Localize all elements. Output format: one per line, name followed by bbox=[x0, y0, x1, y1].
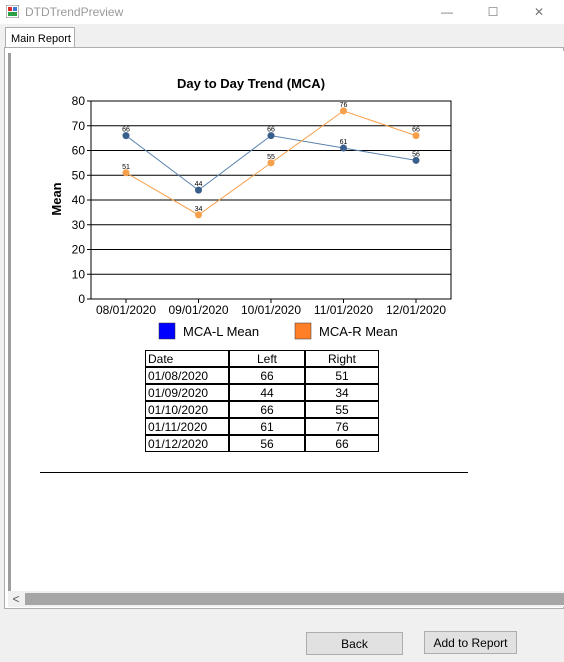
data-point bbox=[412, 156, 420, 164]
table-cell-right: 66 bbox=[305, 435, 379, 452]
legend-label: MCA-L Mean bbox=[183, 324, 259, 339]
data-label: 55 bbox=[267, 154, 275, 161]
close-icon: ✕ bbox=[533, 5, 545, 19]
legend: MCA-L Mean MCA-R Mean bbox=[158, 322, 398, 340]
data-point bbox=[122, 169, 130, 177]
table-cell-date: 01/08/2020 bbox=[145, 367, 229, 384]
minimize-icon: — bbox=[441, 5, 453, 19]
scrollbar-thumb[interactable] bbox=[25, 593, 564, 605]
y-tick-label: 10 bbox=[72, 267, 86, 281]
data-table: Date Left Right 01/08/2020 66 51 01/09/2… bbox=[145, 350, 379, 452]
close-button[interactable]: ✕ bbox=[516, 0, 562, 24]
minimize-button[interactable]: — bbox=[424, 0, 470, 24]
data-label: 44 bbox=[195, 181, 203, 188]
trend-chart: Day to Day Trend (MCA) Mean 0 10 20 30 40 50 6… bbox=[49, 76, 452, 340]
y-tick-label: 50 bbox=[72, 168, 86, 182]
x-tick-label: 11/01/2020 bbox=[314, 303, 373, 317]
data-label: 66 bbox=[267, 127, 275, 134]
scroll-left-icon[interactable]: < bbox=[12, 592, 20, 606]
data-point bbox=[195, 186, 202, 194]
table-cell-date: 01/11/2020 bbox=[145, 418, 229, 435]
report-left-border bbox=[8, 53, 11, 591]
legend-swatch bbox=[158, 322, 176, 340]
y-tick-label: 70 bbox=[72, 119, 86, 133]
data-point bbox=[195, 211, 202, 219]
table-row: 01/10/2020 66 55 bbox=[145, 401, 379, 418]
back-button[interactable]: Back bbox=[306, 632, 403, 655]
data-point bbox=[267, 132, 275, 140]
x-tick-label: 09/01/2020 bbox=[168, 303, 228, 317]
table-cell-right: 55 bbox=[305, 401, 379, 418]
table-cell-left: 44 bbox=[229, 384, 305, 401]
axis-layer: 0 10 20 30 40 50 60 70 80 08/01/2020 09/01/2020 10/… bbox=[72, 94, 447, 317]
y-axis-label: Mean bbox=[49, 182, 64, 215]
table-row: 01/12/2020 56 66 bbox=[145, 435, 379, 452]
x-tick-label: 12/01/2020 bbox=[386, 303, 446, 317]
title-bar: DTDTrendPreview — ☐ ✕ bbox=[0, 0, 564, 24]
table-cell-left: 66 bbox=[229, 367, 305, 384]
table-header-row: Date Left Right bbox=[145, 350, 379, 367]
data-label: 34 bbox=[195, 206, 203, 213]
series-layer: 66 44 66 61 56 51 34 55 76 66 bbox=[122, 102, 420, 219]
data-label: 61 bbox=[340, 139, 348, 146]
legend-swatch bbox=[294, 322, 312, 340]
table-row: 01/09/2020 44 34 bbox=[145, 384, 379, 401]
data-label: 66 bbox=[122, 127, 130, 134]
table-row: 01/11/2020 61 76 bbox=[145, 418, 379, 435]
y-tick-label: 80 bbox=[72, 94, 86, 108]
x-tick-label: 08/01/2020 bbox=[96, 303, 156, 317]
x-tick-label: 10/01/2020 bbox=[241, 303, 301, 317]
table-row: 01/08/2020 66 51 bbox=[145, 367, 379, 384]
app-icon bbox=[6, 5, 19, 18]
table-cell-right: 34 bbox=[305, 384, 379, 401]
data-point bbox=[340, 144, 347, 152]
table-header-left: Left bbox=[229, 350, 305, 367]
y-tick-label: 0 bbox=[78, 292, 85, 306]
table-cell-left: 56 bbox=[229, 435, 305, 452]
data-label: 76 bbox=[340, 102, 348, 109]
legend-label: MCA-R Mean bbox=[319, 324, 398, 339]
table-cell-left: 61 bbox=[229, 418, 305, 435]
y-tick-label: 20 bbox=[72, 243, 86, 257]
table-cell-date: 01/12/2020 bbox=[145, 435, 229, 452]
data-point bbox=[412, 132, 420, 140]
table-header-right: Right bbox=[305, 350, 379, 367]
data-point bbox=[267, 159, 275, 167]
tab-main-report[interactable]: Main Report bbox=[5, 27, 75, 47]
y-tick-label: 60 bbox=[72, 144, 86, 158]
data-label: 51 bbox=[122, 164, 130, 171]
table-cell-left: 66 bbox=[229, 401, 305, 418]
chart-title: Day to Day Trend (MCA) bbox=[177, 76, 325, 91]
data-label: 66 bbox=[412, 127, 420, 134]
data-point bbox=[122, 132, 130, 140]
table-cell-date: 01/09/2020 bbox=[145, 384, 229, 401]
y-tick-label: 40 bbox=[72, 193, 86, 207]
table-header-date: Date bbox=[145, 350, 229, 367]
add-to-report-button[interactable]: Add to Report bbox=[424, 631, 517, 654]
table-cell-date: 01/10/2020 bbox=[145, 401, 229, 418]
horizontal-scrollbar[interactable]: < bbox=[8, 591, 564, 607]
maximize-button[interactable]: ☐ bbox=[470, 0, 516, 24]
maximize-icon: ☐ bbox=[487, 5, 499, 19]
tab-label: Main Report bbox=[11, 33, 71, 45]
report-divider bbox=[40, 472, 468, 473]
data-label: 56 bbox=[412, 151, 420, 158]
data-point bbox=[340, 107, 347, 115]
y-tick-label: 30 bbox=[72, 218, 86, 232]
table-cell-right: 76 bbox=[305, 418, 379, 435]
table-cell-right: 51 bbox=[305, 367, 379, 384]
window-title: DTDTrendPreview bbox=[25, 5, 124, 19]
